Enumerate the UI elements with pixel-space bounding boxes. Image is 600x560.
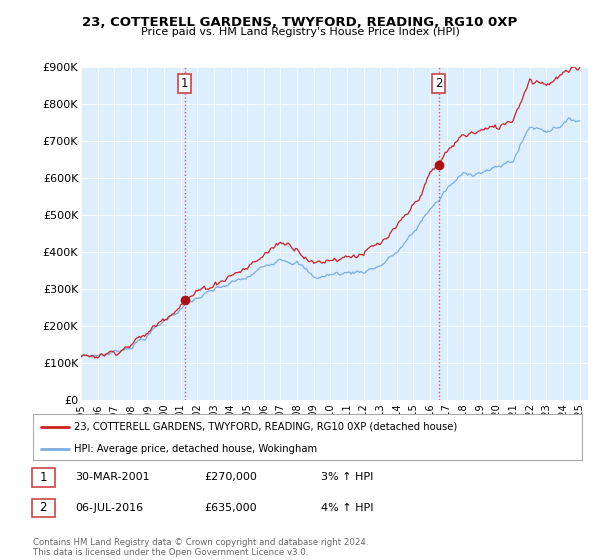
Text: 30-MAR-2001: 30-MAR-2001 (75, 472, 149, 482)
Text: 1: 1 (181, 77, 188, 90)
Text: Price paid vs. HM Land Registry's House Price Index (HPI): Price paid vs. HM Land Registry's House … (140, 27, 460, 37)
Text: Contains HM Land Registry data © Crown copyright and database right 2024.
This d: Contains HM Land Registry data © Crown c… (33, 538, 368, 557)
Text: £270,000: £270,000 (204, 472, 257, 482)
Text: 1: 1 (40, 470, 47, 484)
Text: HPI: Average price, detached house, Wokingham: HPI: Average price, detached house, Woki… (74, 444, 317, 454)
Text: 4% ↑ HPI: 4% ↑ HPI (321, 503, 373, 513)
Text: 23, COTTERELL GARDENS, TWYFORD, READING, RG10 0XP (detached house): 23, COTTERELL GARDENS, TWYFORD, READING,… (74, 422, 457, 432)
Text: 06-JUL-2016: 06-JUL-2016 (75, 503, 143, 513)
Text: 23, COTTERELL GARDENS, TWYFORD, READING, RG10 0XP: 23, COTTERELL GARDENS, TWYFORD, READING,… (82, 16, 518, 29)
Text: 2: 2 (435, 77, 442, 90)
Text: £635,000: £635,000 (204, 503, 257, 513)
Text: 3% ↑ HPI: 3% ↑ HPI (321, 472, 373, 482)
Text: 2: 2 (40, 501, 47, 515)
